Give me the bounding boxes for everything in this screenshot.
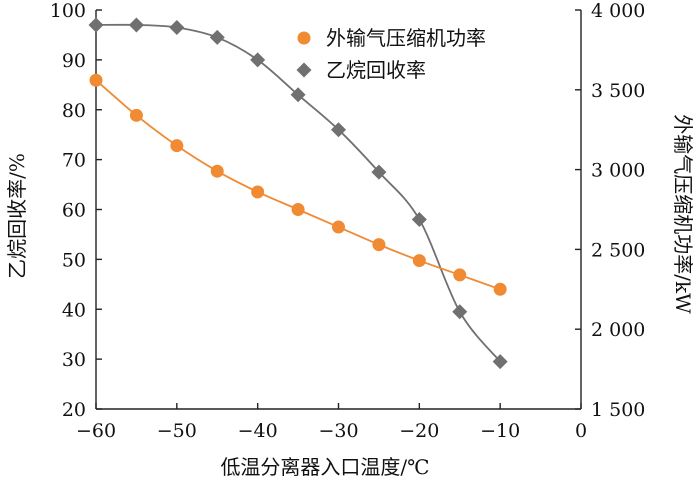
data-point — [170, 139, 184, 153]
series-line — [95, 23, 501, 363]
y-right-tick-label: 2 500 — [591, 239, 645, 261]
y-left-tick-label: 40 — [62, 299, 86, 321]
x-tick-label: −10 — [480, 420, 520, 442]
data-point — [129, 108, 143, 122]
axes: −60 −50 −40 −30 −20 −10 0 20 30 40 50 60 70 80 90 100 1 … — [50, 0, 646, 442]
legend-marker — [296, 62, 312, 78]
y-left-axis-title: 乙烷回收率/% — [5, 153, 29, 279]
data-point — [372, 238, 386, 252]
data-point — [331, 122, 346, 138]
y-left-tick-label: 80 — [62, 100, 86, 122]
y-right-axis-title: 外输气压缩机功率/kW — [671, 114, 695, 314]
x-tick-label: −40 — [238, 420, 278, 442]
data-point — [89, 73, 103, 87]
x-tick-label: −30 — [318, 420, 358, 442]
y-left-tick-label: 70 — [62, 150, 86, 172]
data-point — [88, 17, 104, 33]
data-point — [453, 268, 467, 282]
data-point — [371, 164, 387, 180]
y-left-tick-label: 90 — [62, 50, 86, 72]
y-right-tick-label: 3 000 — [591, 160, 645, 182]
data-point — [169, 19, 185, 35]
data-point — [452, 304, 468, 320]
legend-label: 外输气压缩机功率 — [326, 26, 486, 50]
legend-label: 乙烷回收率 — [326, 58, 426, 82]
y-right-tick-label: 4 000 — [591, 0, 645, 22]
data-point — [210, 164, 224, 178]
x-tick-label: 0 — [575, 420, 587, 442]
data-point — [291, 203, 305, 216]
series-line — [95, 79, 501, 291]
y-right-tick-label: 2 000 — [591, 319, 645, 341]
legend-item: 乙烷回收率 — [296, 58, 426, 82]
data-point — [290, 87, 306, 103]
series-compressor-power — [89, 73, 507, 296]
data-point — [251, 185, 265, 199]
y-left-tick-label: 50 — [62, 249, 86, 271]
legend-marker — [297, 31, 311, 45]
data-point — [492, 354, 508, 370]
x-tick-label: −20 — [399, 420, 439, 442]
x-axis-title: 低温分离器入口温度/℃ — [220, 455, 429, 479]
x-tick-label: −60 — [76, 420, 116, 442]
series-ethane-recovery — [88, 17, 508, 370]
data-point — [209, 29, 225, 45]
data-point — [250, 52, 266, 68]
data-point — [128, 17, 144, 33]
legend-item: 外输气压缩机功率 — [297, 26, 486, 50]
y-left-tick-label: 60 — [62, 200, 86, 222]
data-point — [332, 220, 345, 234]
x-tick-label: −50 — [157, 420, 197, 442]
y-left-tick-label: 100 — [50, 0, 86, 22]
data-point — [493, 282, 507, 296]
y-right-tick-label: 3 500 — [591, 80, 645, 102]
y-left-tick-label: 30 — [62, 349, 86, 371]
series-layer — [88, 17, 508, 370]
y-right-tick-label: 1 500 — [591, 399, 645, 421]
y-left-tick-label: 20 — [62, 399, 86, 421]
data-point — [411, 211, 427, 227]
data-point — [412, 254, 426, 268]
